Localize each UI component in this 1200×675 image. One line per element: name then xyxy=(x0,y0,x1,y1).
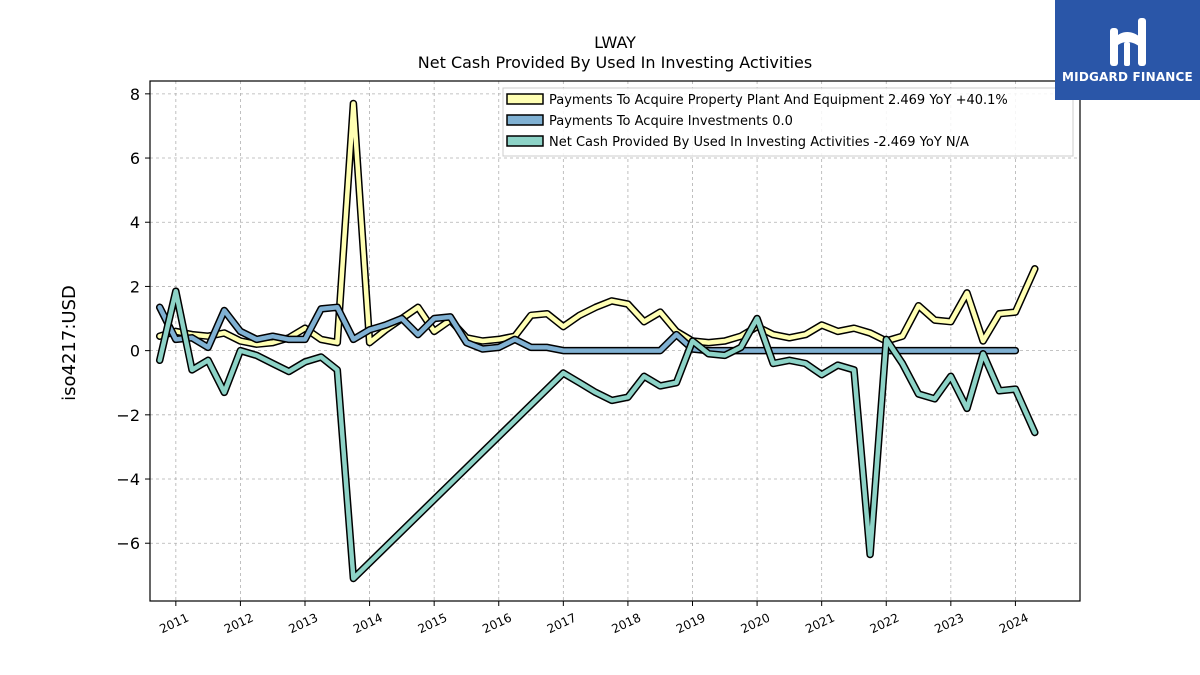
x-tick-label: 2018 xyxy=(609,611,643,637)
legend-swatch-ppe xyxy=(506,93,544,105)
legend-box xyxy=(502,87,1074,157)
x-tick-label: 2020 xyxy=(739,611,773,637)
series-line-investments xyxy=(157,305,1018,353)
legend-label-ppe: Payments To Acquire Property Plant And E… xyxy=(549,93,1008,108)
x-tick-label: 2015 xyxy=(416,611,450,637)
x-tick-label: 2021 xyxy=(803,611,837,637)
x-tick-label: 2012 xyxy=(222,611,256,637)
x-tick-label: 2023 xyxy=(932,611,966,637)
legend-swatch-net-cash xyxy=(506,135,544,147)
y-axis: −6 −4 −2 0 2 4 6 8 xyxy=(116,85,150,553)
y-tick-label: 6 xyxy=(130,149,140,168)
series-lines xyxy=(155,99,1039,583)
brand-name: MIDGARD FINANCE xyxy=(1062,70,1193,84)
y-tick-label: −6 xyxy=(116,534,140,553)
y-axis-label: iso4217:USD xyxy=(59,285,80,401)
x-tick-label: 2019 xyxy=(674,611,708,637)
x-tick-label: 2013 xyxy=(287,611,321,637)
x-tick-label: 2017 xyxy=(545,611,579,637)
y-tick-label: 0 xyxy=(130,342,140,361)
legend-swatch-investments xyxy=(506,114,544,126)
x-tick-label: 2022 xyxy=(868,611,902,637)
series-line-net-cash xyxy=(157,288,1038,581)
legend-label-investments: Payments To Acquire Investments 0.0 xyxy=(549,114,793,129)
y-tick-label: 4 xyxy=(130,213,140,232)
y-tick-label: 8 xyxy=(130,85,140,104)
y-tick-label: −2 xyxy=(116,406,140,425)
y-tick-label: −4 xyxy=(116,470,140,489)
brand-logo: MIDGARD FINANCE xyxy=(1055,0,1200,100)
plot-frame xyxy=(149,80,1081,602)
x-tick-label: 2024 xyxy=(997,611,1031,637)
chart-subtitle: Net Cash Provided By Used In Investing A… xyxy=(418,53,812,72)
legend-label-net-cash: Net Cash Provided By Used In Investing A… xyxy=(549,135,969,150)
chart-title: LWAY xyxy=(594,33,636,52)
x-tick-label: 2014 xyxy=(351,611,385,637)
midgard-mark-icon xyxy=(1110,18,1146,66)
y-tick-label: 2 xyxy=(130,277,140,296)
x-tick-label: 2016 xyxy=(480,611,514,637)
legend: Payments To Acquire Property Plant And E… xyxy=(502,87,1074,157)
x-axis: 2011 2012 2013 2014 2015 2016 2017 2018 2019 2020… xyxy=(157,601,1031,637)
x-tick-label: 2011 xyxy=(157,611,191,637)
